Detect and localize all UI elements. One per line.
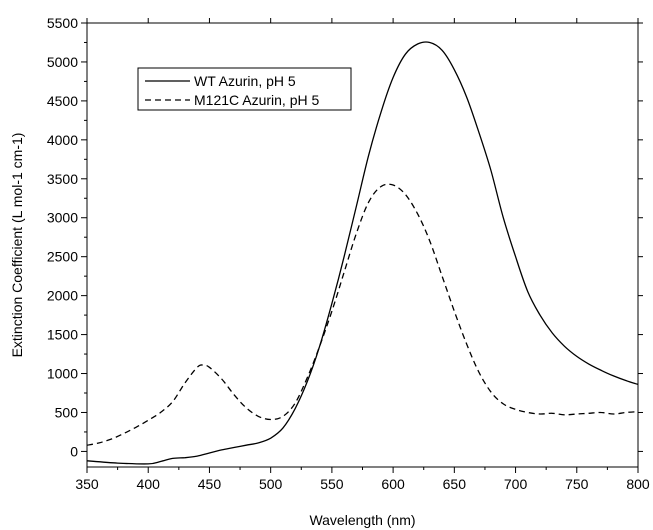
legend-label-m121c: M121C Azurin, pH 5 <box>194 92 319 108</box>
legend-label-wt: WT Azurin, pH 5 <box>194 73 296 89</box>
x-tick-label: 700 <box>504 476 528 492</box>
x-tick-label: 750 <box>565 476 589 492</box>
x-tick-label: 350 <box>75 476 99 492</box>
x-tick-label: 650 <box>443 476 467 492</box>
y-tick-label: 4500 <box>47 93 78 109</box>
x-tick-label: 800 <box>626 476 650 492</box>
legend: WT Azurin, pH 5 M121C Azurin, pH 5 <box>137 67 352 111</box>
ticks: 350 400 450 500 550 600 650 700 750 800 0 500 1000 15… <box>47 15 650 492</box>
y-tick-label: 0 <box>70 443 78 459</box>
x-axis-title: Wavelength (nm) <box>309 512 415 528</box>
y-tick-label: 2500 <box>47 249 78 265</box>
y-tick-label: 1500 <box>47 327 78 343</box>
x-tick-label: 400 <box>137 476 161 492</box>
y-tick-label: 5000 <box>47 54 78 70</box>
y-tick-label: 3000 <box>47 210 78 226</box>
y-tick-label: 2000 <box>47 288 78 304</box>
y-tick-label: 4000 <box>47 132 78 148</box>
x-tick-label: 600 <box>381 476 405 492</box>
y-tick-label: 1000 <box>47 366 78 382</box>
x-tick-label: 550 <box>320 476 344 492</box>
series-line-m121c <box>86 183 639 446</box>
series-line-wt <box>86 41 639 465</box>
series-layer <box>86 41 639 465</box>
y-axis-title: Extinction Coefficient (L mol-1 cm-1) <box>9 133 25 358</box>
y-tick-label: 500 <box>55 404 79 420</box>
x-tick-label: 450 <box>198 476 222 492</box>
legend-box <box>137 67 352 111</box>
y-tick-label: 3500 <box>47 171 78 187</box>
y-tick-label: 5500 <box>47 15 78 31</box>
x-tick-label: 500 <box>259 476 283 492</box>
